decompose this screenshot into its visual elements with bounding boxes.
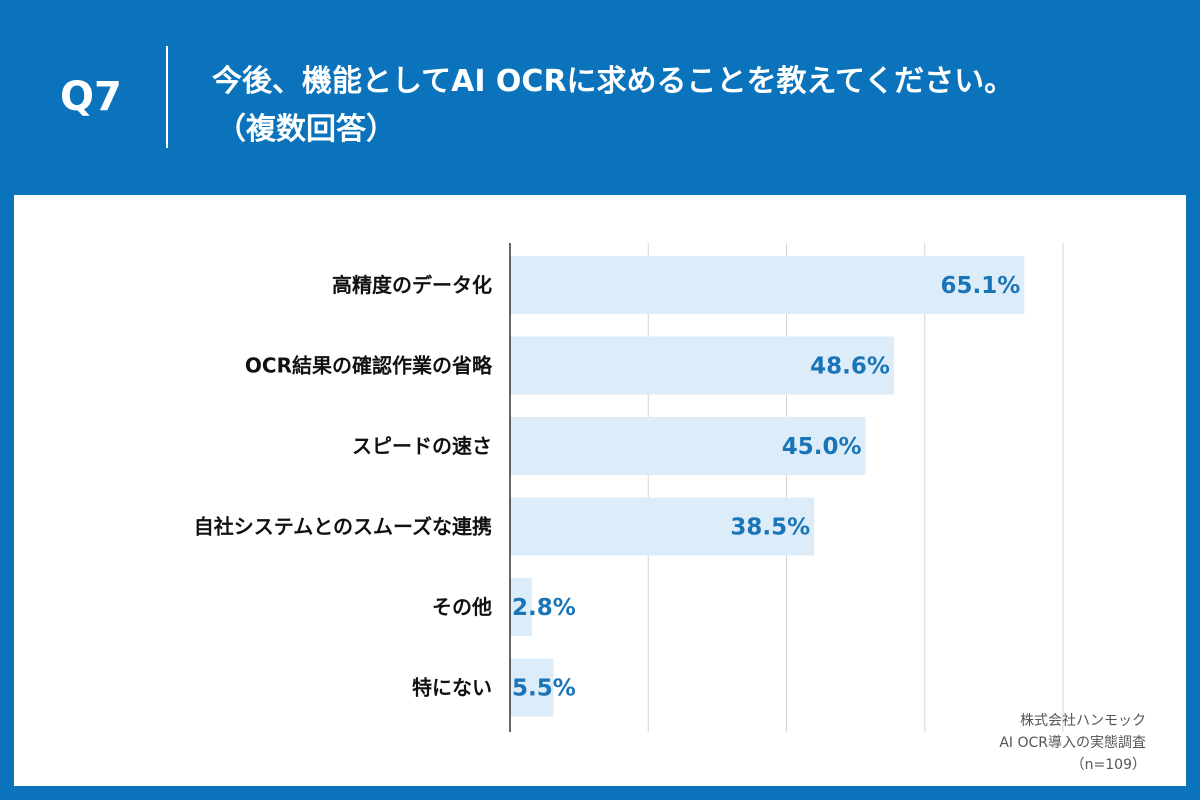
source-company: 株式会社ハンモック (1020, 713, 1146, 729)
category-label: 自社システムとのスムーズな連携 (194, 515, 492, 539)
bar (510, 417, 866, 475)
bar (510, 658, 554, 717)
chart-panel: 高精度のデータ化 65.1% OCR結果の確認作業の省略 48.6% スピードの速さ 45… (14, 195, 1186, 786)
source-note: 株式会社ハンモック AI OCR導入の実態調査 （n=109） (999, 710, 1146, 776)
category-label: スピードの速さ (352, 434, 492, 458)
value-label: 5.5% (512, 676, 576, 702)
question-number: Q7 (60, 74, 122, 120)
bar (510, 578, 533, 636)
header-divider (166, 46, 168, 148)
bar-chart: 高精度のデータ化 65.1% OCR結果の確認作業の省略 48.6% スピードの速さ 45… (194, 243, 1064, 732)
bar (510, 256, 1025, 314)
category-label: 特にない (412, 676, 492, 700)
question-title: 今後、機能としてAI OCRに求めることを教えてください。 （複数回答） (212, 58, 1172, 154)
source-sample-size: （n=109） (1070, 757, 1146, 773)
value-label: 38.5% (730, 515, 810, 541)
source-survey: AI OCR導入の実態調査 (999, 735, 1146, 751)
bar (510, 497, 815, 556)
question-title-line2: （複数回答） (216, 112, 396, 147)
category-label: OCR結果の確認作業の省略 (245, 354, 493, 378)
category-label: 高精度のデータ化 (332, 273, 492, 297)
header: Q7 今後、機能としてAI OCRに求めることを教えてください。 （複数回答） (0, 0, 1200, 195)
value-label: 65.1% (940, 273, 1020, 299)
category-label: その他 (432, 595, 492, 619)
value-label: 48.6% (810, 354, 890, 380)
question-title-line1: 今後、機能としてAI OCRに求めることを教えてください。 (212, 64, 1015, 99)
bar (510, 336, 894, 395)
value-label: 2.8% (512, 595, 576, 621)
value-label: 45.0% (782, 434, 862, 460)
